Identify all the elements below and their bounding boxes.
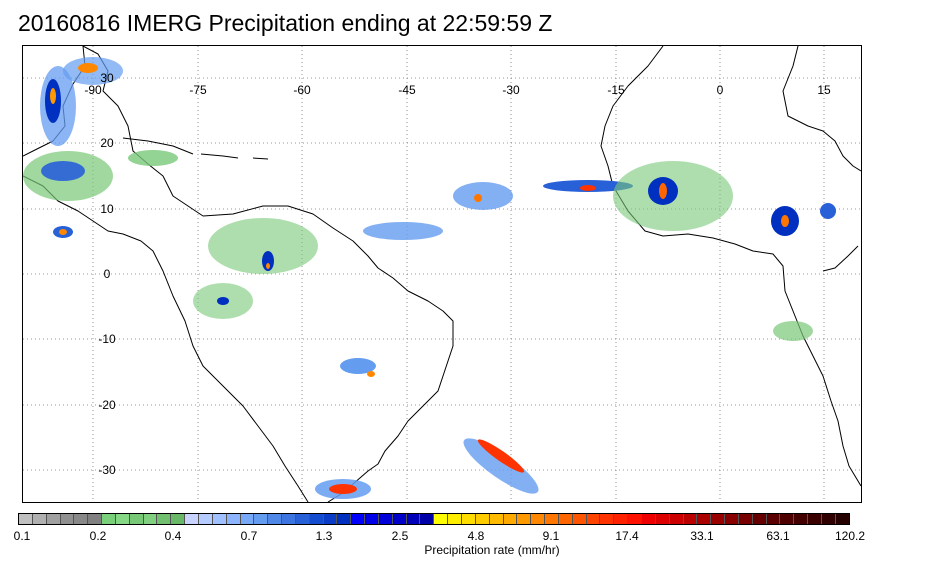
colorbar-swatch	[434, 514, 449, 524]
colorbar-swatch	[226, 514, 241, 524]
colorbar-tick-label: 0.4	[164, 529, 182, 543]
colorbar-swatch	[752, 514, 767, 524]
colorbar-tick-label: 0.1	[13, 529, 31, 543]
colorbar-swatch	[517, 514, 532, 524]
colorbar-swatch	[586, 514, 601, 524]
colorbar-swatch	[697, 514, 712, 524]
lat-label: -30	[98, 463, 116, 477]
colorbar-swatch	[365, 514, 379, 524]
colorbar-tick-label: 17.4	[615, 529, 639, 543]
colorbar-tick-label: 63.1	[766, 529, 790, 543]
colorbar-tick-label: 1.3	[315, 529, 333, 543]
colorbar-swatch	[725, 514, 739, 524]
colorbar-swatch	[88, 514, 103, 524]
colorbar-swatch	[295, 514, 310, 524]
colorbar-swatch	[337, 514, 352, 524]
colorbar-swatch	[115, 514, 130, 524]
lat-label: 30	[100, 71, 114, 85]
colorbar-swatch	[655, 514, 670, 524]
colorbar-swatch	[406, 514, 421, 524]
lon-label: 15	[817, 83, 831, 97]
lon-label: -60	[293, 83, 311, 97]
colorbar-swatch	[378, 514, 393, 524]
colorbar-tick-label: 33.1	[690, 529, 714, 543]
colorbar-tick-label: 0.7	[240, 529, 258, 543]
lat-label: -20	[98, 398, 116, 412]
colorbar-swatch	[738, 514, 753, 524]
colorbar-swatch	[821, 514, 836, 524]
colorbar-swatch	[198, 514, 213, 524]
colorbar-swatch	[448, 514, 462, 524]
colorbar-swatch	[74, 514, 89, 524]
precipitation-field	[23, 57, 836, 499]
colorbar-swatch	[129, 514, 144, 524]
colorbar-swatch	[102, 514, 116, 524]
colorbar-swatch	[628, 514, 642, 524]
lat-label: 10	[100, 202, 114, 216]
colorbar-swatch	[558, 514, 573, 524]
colorbar-swatch	[19, 514, 33, 524]
lon-label: -90	[84, 83, 102, 97]
colorbar-swatch	[254, 514, 269, 524]
colorbar-swatch	[641, 514, 656, 524]
lat-label: 20	[100, 136, 114, 150]
colorbar-swatch	[420, 514, 435, 524]
colorbar-swatch	[683, 514, 698, 524]
colorbar-swatch	[780, 514, 795, 524]
lon-label: -75	[189, 83, 207, 97]
colorbar-swatch	[572, 514, 587, 524]
colorbar-swatch	[794, 514, 809, 524]
colorbar-swatch	[808, 514, 822, 524]
colorbar-swatch	[614, 514, 629, 524]
lon-label: -45	[398, 83, 416, 97]
colorbar-label: Precipitation rate (mm/hr)	[424, 543, 560, 557]
colorbar-swatch	[171, 514, 186, 524]
colorbar-swatch	[545, 514, 559, 524]
colorbar-swatch	[143, 514, 158, 524]
colorbar-swatch	[323, 514, 338, 524]
colorbar-tick-label: 120.2	[834, 529, 866, 543]
colorbar-tick-label: 2.5	[391, 529, 409, 543]
lat-label: 0	[104, 267, 111, 281]
map-canvas: -90 -75 -60 -45 -30 -15 0 15 30 20 10 0 …	[23, 46, 861, 502]
colorbar-swatch	[60, 514, 75, 524]
colorbar-swatch	[531, 514, 546, 524]
colorbar-swatch	[489, 514, 504, 524]
colorbar	[18, 513, 850, 525]
lon-label: -30	[502, 83, 520, 97]
colorbar-swatch	[309, 514, 324, 524]
colorbar-swatch	[157, 514, 172, 524]
colorbar-swatch	[351, 514, 366, 524]
colorbar-tick-label: 0.2	[89, 529, 107, 543]
colorbar-swatch	[282, 514, 296, 524]
colorbar-swatch	[711, 514, 726, 524]
graticule	[23, 46, 861, 502]
colorbar-tick-label: 4.8	[467, 529, 485, 543]
colorbar-swatch	[185, 514, 199, 524]
colorbar-swatch	[766, 514, 781, 524]
lon-label: -15	[607, 83, 625, 97]
colorbar-swatch	[268, 514, 283, 524]
lat-label: -10	[98, 332, 116, 346]
colorbar-swatch	[392, 514, 407, 524]
colorbar-swatch	[835, 514, 849, 524]
colorbar-swatch	[240, 514, 255, 524]
colorbar-swatch	[669, 514, 684, 524]
precipitation-map: -90 -75 -60 -45 -30 -15 0 15 30 20 10 0 …	[22, 45, 862, 503]
map-title: 20160816 IMERG Precipitation ending at 2…	[18, 10, 553, 36]
colorbar-swatch	[32, 514, 47, 524]
colorbar-swatch	[212, 514, 227, 524]
colorbar-tick-label: 9.1	[542, 529, 560, 543]
lon-label: 0	[717, 83, 724, 97]
colorbar-swatch	[46, 514, 61, 524]
colorbar-swatch	[475, 514, 490, 524]
colorbar-swatch	[600, 514, 615, 524]
colorbar-swatch	[462, 514, 476, 524]
colorbar-swatch	[503, 514, 518, 524]
